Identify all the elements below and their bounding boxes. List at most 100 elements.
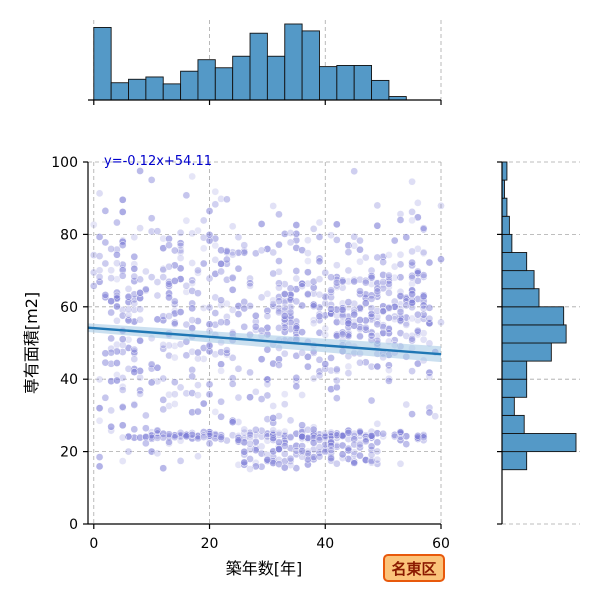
scatter-point <box>170 390 179 399</box>
scatter-point <box>385 377 393 385</box>
scatter-point <box>153 291 162 300</box>
scatter-point <box>275 283 283 292</box>
scatter-point <box>234 310 243 318</box>
scatter-point <box>304 362 312 371</box>
scatter-point <box>107 266 115 275</box>
scatter-point <box>280 390 289 399</box>
scatter-point <box>327 305 335 313</box>
scatter-point <box>223 346 231 354</box>
scatter-point <box>188 316 197 324</box>
scatter-point <box>217 195 225 203</box>
scatter-point <box>321 432 330 441</box>
scatter-point <box>130 401 139 409</box>
scatter-point <box>246 465 254 473</box>
scatter-point <box>396 273 405 282</box>
scatter-point <box>130 272 139 281</box>
scatter-point <box>344 428 353 437</box>
scatter-point <box>367 457 376 466</box>
scatter-point <box>165 390 173 399</box>
scatter-point <box>309 300 318 309</box>
scatter-point <box>170 353 179 362</box>
scatter-point <box>315 436 324 444</box>
scatter-point <box>170 433 179 442</box>
scatter-point <box>298 421 306 430</box>
scatter-point <box>309 283 318 292</box>
scatter-point <box>205 230 214 239</box>
scatter-point <box>147 360 156 369</box>
scatter-point <box>280 328 289 336</box>
scatter-point <box>344 241 353 250</box>
scatter-point <box>419 271 428 279</box>
scatter-point <box>211 408 220 416</box>
scatter-point <box>437 255 445 264</box>
scatter-point <box>188 287 197 295</box>
scatter-point <box>385 314 393 322</box>
scatter-point <box>298 279 306 288</box>
scatter-point <box>170 320 179 328</box>
scatter-point <box>165 241 173 249</box>
scatter-point <box>408 208 416 216</box>
scatter-point <box>379 278 387 286</box>
scatter-point <box>95 252 104 260</box>
scatter-point <box>147 176 156 184</box>
scatter-point <box>205 390 214 399</box>
scatter-point <box>205 342 214 350</box>
scatter-point <box>176 428 185 437</box>
scatter-point <box>280 400 289 409</box>
scatter-point <box>361 278 370 287</box>
scatter-point <box>414 432 422 440</box>
scatter-point <box>332 220 341 229</box>
scatter-point <box>199 244 208 253</box>
regression-confidence-band <box>88 323 441 363</box>
y-tick-label: 40 <box>60 372 78 388</box>
x-hist-bar <box>110 82 129 101</box>
scatter-point <box>280 230 289 238</box>
y-hist-bar <box>501 378 528 398</box>
scatter-point <box>286 433 295 441</box>
scatter-point <box>431 412 440 421</box>
scatter-point <box>275 297 283 305</box>
scatter-point <box>118 403 127 411</box>
axes: 0 20 40 60 0 20 40 60 80 100 <box>51 155 450 552</box>
scatter-point <box>113 291 121 300</box>
scatter-point <box>379 429 387 438</box>
scatter-point <box>176 239 185 248</box>
scatter-point <box>315 218 324 227</box>
scatter-point <box>367 295 376 303</box>
scatter-point <box>188 304 197 313</box>
scatter-point <box>356 236 364 245</box>
scatter-point <box>396 216 405 224</box>
scatter-point <box>170 261 179 270</box>
scatter-point <box>251 446 260 455</box>
scatter-point <box>408 271 416 280</box>
scatter-point <box>361 323 370 332</box>
scatter-point <box>408 410 416 418</box>
scatter-point <box>356 440 364 449</box>
scatter-point <box>217 360 225 369</box>
scatter-point <box>223 318 231 327</box>
scatter-point <box>176 436 185 445</box>
scatter-point <box>321 429 330 438</box>
scatter-point <box>147 447 156 456</box>
scatter-point <box>379 252 387 261</box>
scatter-point <box>350 448 359 457</box>
scatter-point <box>379 432 387 441</box>
scatter-point <box>385 271 393 280</box>
district-badge: 名東区 <box>383 554 445 582</box>
scatter-point <box>344 330 353 339</box>
scatter-point <box>153 363 162 372</box>
scatter-point <box>402 321 411 329</box>
scatter-point <box>165 262 173 271</box>
scatter-point <box>257 426 266 435</box>
scatter-point <box>309 423 318 432</box>
x-hist-bar <box>353 65 373 101</box>
scatter-point <box>95 266 104 275</box>
scatter-point <box>124 285 133 293</box>
scatter-point <box>309 302 318 311</box>
scatter-point <box>396 308 405 316</box>
scatter-point <box>356 427 364 436</box>
scatter-point <box>332 429 341 438</box>
scatter-point <box>408 299 416 307</box>
scatter-point <box>257 293 266 302</box>
scatter-point <box>414 326 422 335</box>
